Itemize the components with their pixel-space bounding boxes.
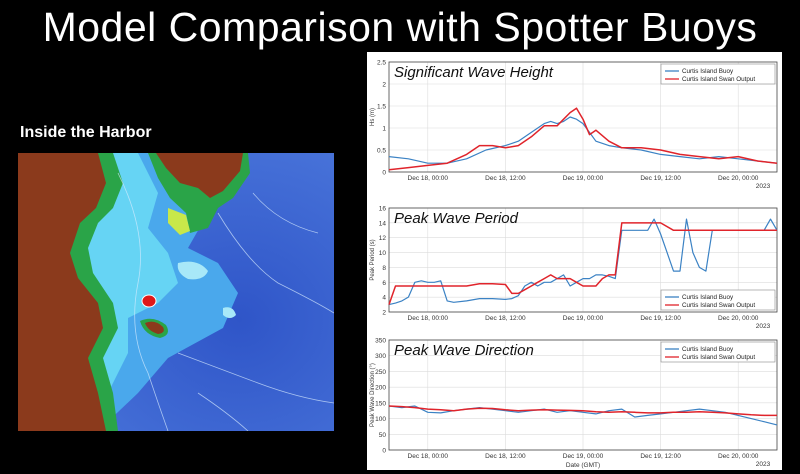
chart-title: Peak Wave Direction	[394, 342, 534, 359]
series-line-swan	[388, 222, 777, 305]
y-tick-label: 14	[379, 220, 387, 227]
page-title: Model Comparison with Spotter Buoys	[42, 4, 758, 50]
year-label: 2023	[756, 461, 771, 468]
legend-box	[660, 289, 776, 311]
plot-frame	[388, 61, 778, 173]
mid-shoal	[177, 261, 208, 280]
y-tick-label: 4	[382, 295, 386, 302]
y-tick-label: 0	[382, 170, 386, 177]
y-tick-label: 0	[382, 448, 386, 455]
x-tick-label: Dec 18, 12:00	[485, 453, 526, 460]
y-axis-label: Peak Period (s)	[370, 239, 376, 280]
chart-3: 0 50 100 150 200 250 300 350 Dec 18, 00:00 Dec 18…	[370, 338, 778, 469]
y-tick-label: 12	[379, 235, 387, 242]
series-line-buoy	[388, 116, 778, 164]
x-tick-label: Dec 20, 00:00	[718, 453, 759, 460]
legend-entry: Curtis Island Swan Output	[682, 76, 755, 83]
chart-title: Peak Wave Period	[394, 210, 519, 227]
chart-1: 0 0.5 1 1.5 2 2.5 Dec 18, 00:00 Dec 18, 12:00 De…	[370, 60, 778, 190]
x-tick-label: Dec 20, 00:00	[718, 175, 759, 182]
y-tick-label: 0.5	[377, 148, 386, 155]
y-axis-label: Hs (m)	[370, 108, 376, 126]
legend-box	[660, 63, 776, 85]
harbor-location-marker	[141, 294, 157, 308]
charts-panel: 0 0.5 1 1.5 2 2.5 Dec 18, 00:00 Dec 18, 12:00 De…	[367, 52, 782, 470]
depth-contours	[117, 172, 334, 431]
y-tick-label: 50	[379, 432, 387, 439]
y-tick-label: 10	[379, 250, 387, 257]
east-shoal	[223, 307, 236, 318]
north-island	[168, 208, 190, 235]
y-tick-label: 1	[382, 126, 386, 133]
y-tick-label: 250	[375, 369, 386, 376]
x-tick-label: Dec 19, 12:00	[640, 175, 681, 182]
chart-title: Significant Wave Height	[394, 64, 554, 81]
y-tick-label: 6	[382, 280, 386, 287]
x-tick-label: Dec 18, 12:00	[485, 315, 526, 322]
x-tick-label: Dec 19, 00:00	[563, 453, 604, 460]
legend-box	[660, 341, 776, 363]
legend-entry: Curtis Island Buoy	[682, 294, 734, 301]
y-tick-label: 8	[382, 265, 386, 272]
y-tick-label: 2	[382, 82, 386, 89]
y-tick-label: 1.5	[377, 104, 386, 111]
y-tick-label: 350	[375, 338, 386, 345]
y-tick-label: 2.5	[377, 60, 386, 67]
harbor-map	[18, 153, 334, 431]
x-tick-label: Dec 19, 00:00	[563, 315, 604, 322]
plot-frame	[388, 339, 778, 451]
south-island-land	[145, 321, 164, 334]
x-tick-label: Dec 19, 00:00	[563, 175, 604, 182]
x-tick-label: Dec 20, 00:00	[718, 315, 759, 322]
legend-entry: Curtis Island Swan Output	[682, 354, 755, 361]
map-subtitle: Inside the Harbor	[20, 124, 152, 141]
legend-entry: Curtis Island Buoy	[682, 346, 734, 353]
x-tick-label: Dec 18, 12:00	[485, 175, 526, 182]
chart-2: 2 4 6 8 10 12 14 16 Dec 18, 00:00 Dec 18, 12:00 De…	[370, 206, 778, 330]
y-tick-label: 150	[375, 400, 386, 407]
y-tick-label: 2	[382, 310, 386, 317]
x-tick-label: Dec 19, 12:00	[640, 315, 681, 322]
west-land	[18, 153, 106, 431]
x-tick-label: Dec 19, 12:00	[640, 453, 681, 460]
legend-entry: Curtis Island Buoy	[682, 68, 734, 75]
year-label: 2023	[756, 183, 771, 190]
x-tick-label: Dec 18, 00:00	[408, 453, 449, 460]
y-tick-label: 200	[375, 385, 386, 392]
x-axis-label: Date (GMT)	[566, 462, 600, 469]
year-label: 2023	[756, 323, 771, 330]
x-tick-label: Dec 18, 00:00	[408, 315, 449, 322]
legend-entry: Curtis Island Swan Output	[682, 302, 755, 309]
y-tick-label: 16	[379, 206, 387, 213]
north-land	[156, 153, 243, 198]
series-line-swan	[388, 107, 778, 171]
y-tick-label: 100	[375, 416, 386, 423]
x-tick-label: Dec 18, 00:00	[408, 175, 449, 182]
plot-frame	[388, 207, 778, 313]
y-tick-label: 300	[375, 353, 386, 360]
series-line-swan	[388, 405, 777, 417]
y-axis-label: Peak Wave Direction (°)	[370, 363, 376, 427]
series-line-buoy	[388, 218, 778, 306]
